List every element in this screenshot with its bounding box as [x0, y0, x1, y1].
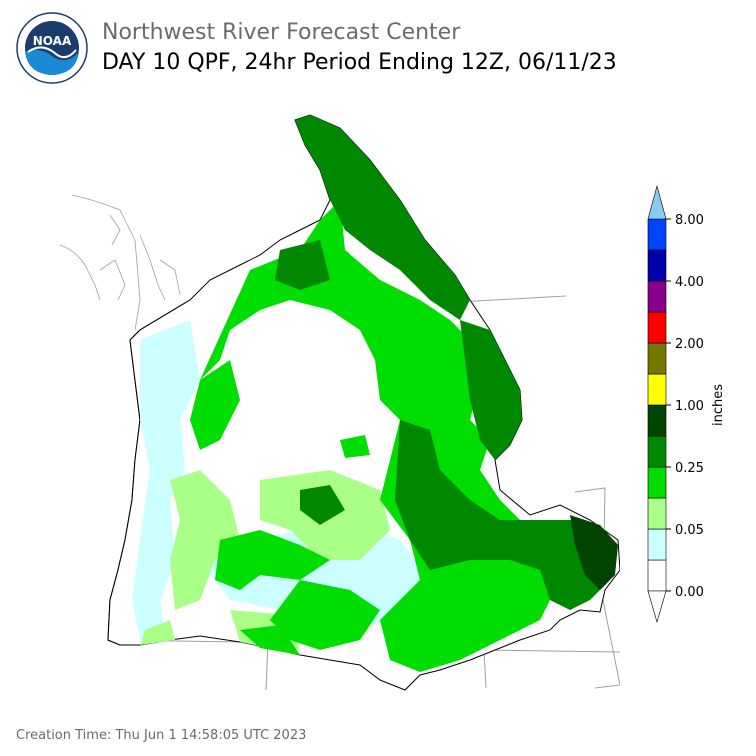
qpf-darkestgreen [570, 515, 618, 590]
legend-colorbar: 0.00 0.05 0.25 1.00 2.00 4.00 8.00 inche… [647, 184, 726, 624]
swatch-11 [647, 218, 667, 251]
swatch-6 [647, 373, 667, 406]
legend-swatches [647, 184, 667, 624]
swatch-10 [647, 249, 667, 282]
legend-top-arrow [647, 184, 667, 220]
swatch-0 [647, 559, 667, 592]
tick-label-5: 4.00 [675, 275, 704, 290]
swatch-5 [647, 404, 667, 437]
swatch-4 [647, 435, 667, 468]
tick-label-3: 1.00 [675, 399, 704, 414]
logo-text: NOAA [33, 34, 72, 48]
qpf-map [59, 114, 620, 691]
tick-label-0: 0.00 [675, 585, 704, 600]
noaa-logo-icon: NOAA [16, 12, 88, 84]
product-title: DAY 10 QPF, 24hr Period Ending 12Z, 06/1… [102, 50, 617, 75]
swatch-8 [647, 311, 667, 344]
qpf-darkgreen [275, 115, 610, 610]
tick-label-4: 2.00 [675, 337, 704, 352]
swatch-2 [647, 497, 667, 530]
tick-label-6: 8.00 [675, 213, 704, 228]
swatch-3 [647, 466, 667, 499]
legend-unit-label: inches [711, 384, 726, 426]
coastline [59, 194, 181, 331]
legend-ticks [666, 218, 671, 592]
swatch-9 [647, 280, 667, 313]
legend-bottom-arrow [647, 590, 667, 624]
swatch-1 [647, 528, 667, 561]
org-title: Northwest River Forecast Center [102, 20, 461, 45]
swatch-7 [647, 342, 667, 375]
tick-label-2: 0.25 [675, 461, 704, 476]
creation-time: Creation Time: Thu Jun 1 14:58:05 UTC 20… [16, 728, 307, 743]
tick-label-1: 0.05 [675, 523, 704, 538]
